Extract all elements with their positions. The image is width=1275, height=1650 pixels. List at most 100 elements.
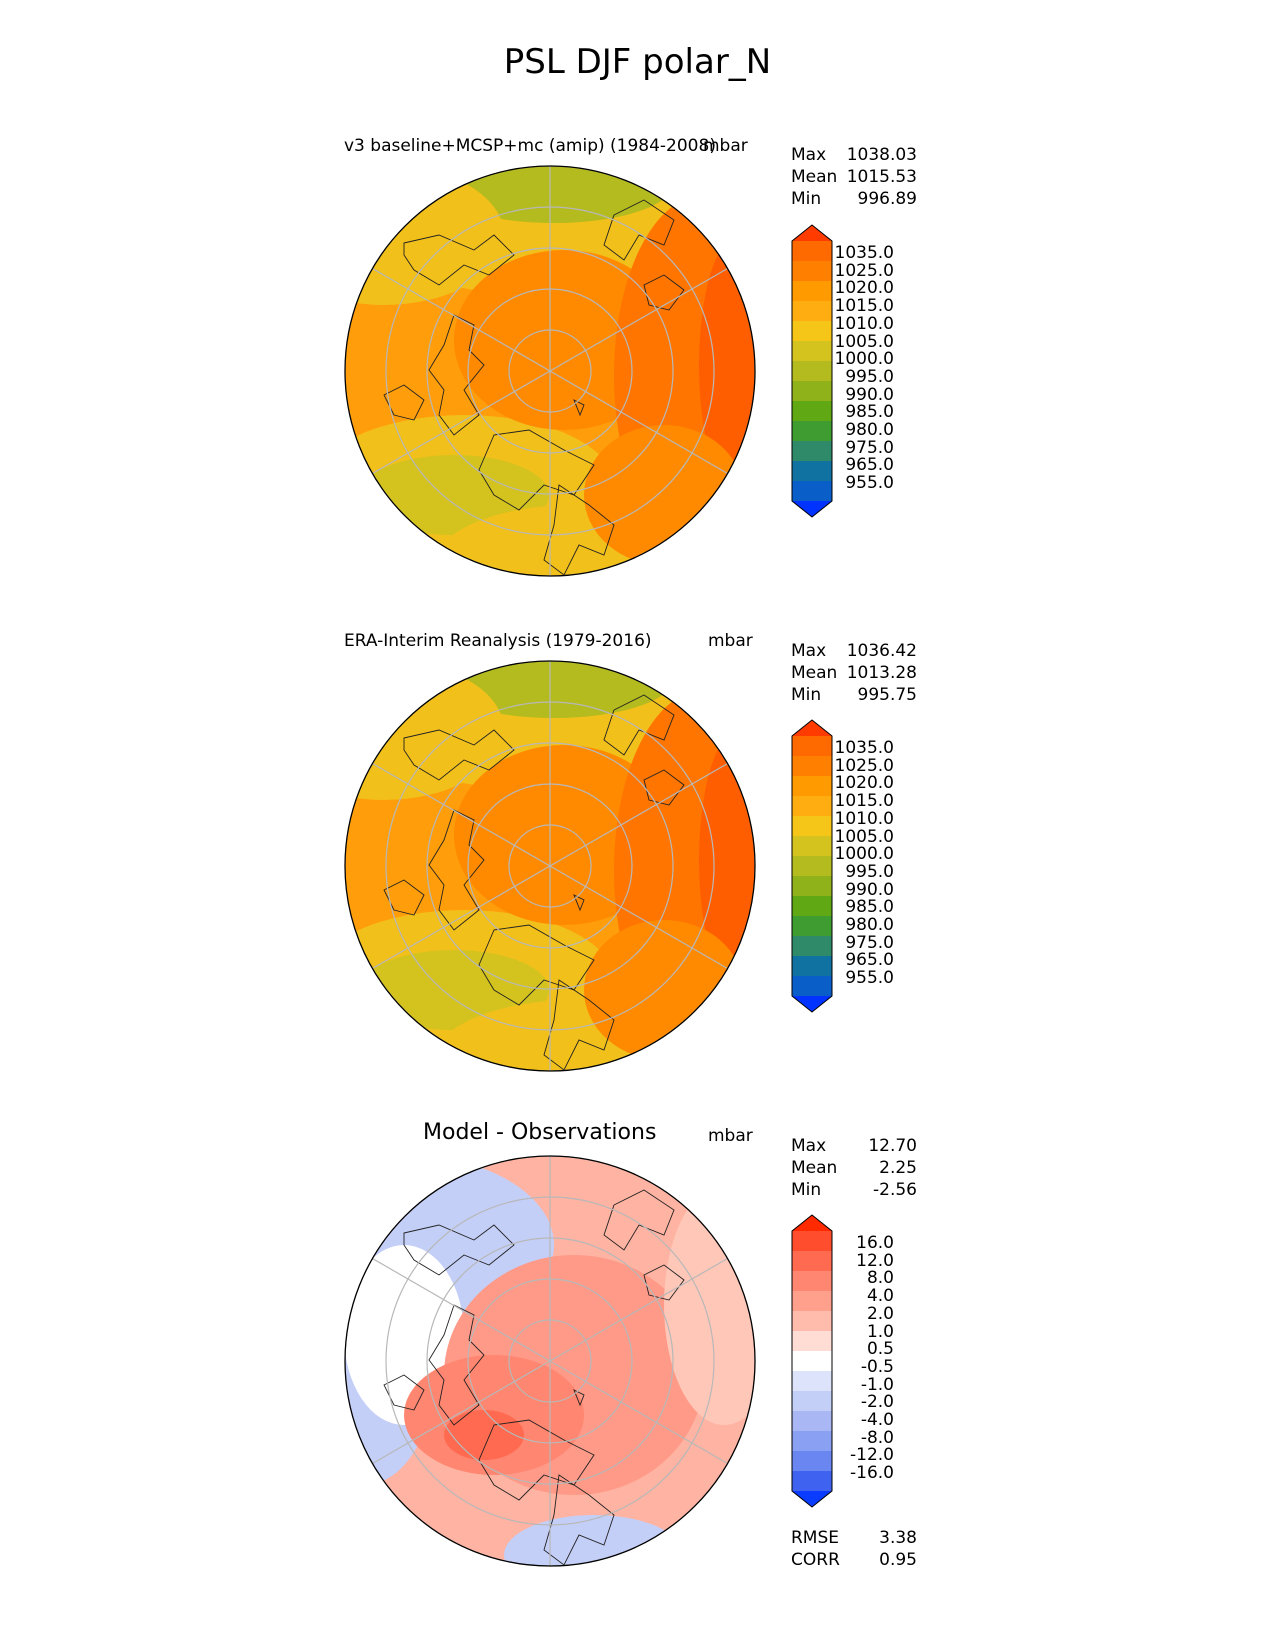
colorbar-band (792, 836, 832, 857)
coastline (383, 384, 425, 421)
coastline (403, 1224, 515, 1276)
colorbar-band (792, 916, 832, 937)
coastline (603, 694, 675, 756)
colorbar-tick-label: -12.0 (850, 1445, 894, 1466)
meridian-line (372, 762, 551, 867)
contour-region (664, 1185, 755, 1425)
coastline (603, 1189, 675, 1251)
panel-2-colorbar-labels: 1035.0 1025.0 1020.0 1015.0 1010.0 1005.0 1000… (820, 739, 894, 989)
colorbar-tick-label: 980.0 (845, 420, 894, 441)
panel-3-footer-stats: RMSE 3.38 CORR 0.95 (791, 1527, 917, 1571)
contour-region (434, 661, 674, 718)
coastline (643, 1264, 685, 1301)
meridian-line (372, 370, 551, 475)
colorbar-band (792, 736, 832, 757)
coastline (543, 484, 615, 576)
stat-min-value: 996.89 (857, 189, 917, 209)
colorbar-band (792, 796, 832, 817)
colorbar-tick-label: -1.0 (860, 1374, 894, 1395)
colorbar-extend-top (792, 720, 832, 736)
colorbar-band (792, 421, 832, 442)
panel-1-colorbar-labels: 1035.0 1025.0 1020.0 1015.0 1010.0 1005.0 1000… (820, 243, 894, 493)
panel-1-colorbar (791, 224, 833, 518)
colorbar-tick-label: 955.0 (845, 968, 894, 989)
stat-mean-value: 1013.28 (846, 663, 917, 683)
stat-mean-value: 2.25 (879, 1158, 917, 1178)
coastline (428, 809, 485, 931)
contour-region (699, 730, 755, 990)
stat-min-label: Min (791, 1180, 822, 1200)
colorbar-extend-bottom (792, 501, 832, 517)
colorbar-band (792, 1391, 832, 1412)
colorbar-tick-label: 16.0 (856, 1233, 894, 1253)
coastline (573, 894, 585, 912)
panel-2-colorbar (791, 719, 833, 1013)
colorbar-band (792, 1331, 832, 1352)
coastline (573, 1389, 585, 1407)
colorbar-band (792, 1351, 832, 1372)
colorbar-tick-label: 965.0 (845, 950, 894, 971)
panel-1-units: mbar (703, 136, 748, 156)
colorbar-band (792, 281, 832, 302)
coastline (543, 1474, 615, 1566)
colorbar-tick-label: 985.0 (845, 402, 894, 423)
colorbar-band (792, 1451, 832, 1472)
colorbar-tick-label: 1035.0 (834, 243, 894, 263)
coastline (428, 1304, 485, 1426)
map-boundary (344, 660, 756, 1072)
colorbar-tick-label: 1025.0 (834, 260, 894, 281)
coastline (478, 924, 595, 1006)
meridian-line (372, 865, 551, 970)
colorbar-tick-label: 965.0 (845, 455, 894, 476)
colorbar-band (792, 381, 832, 402)
colorbar-band (792, 856, 832, 877)
colorbar-extend-bottom (792, 996, 832, 1012)
colorbar-outline (791, 224, 833, 518)
meridian-line (549, 762, 728, 867)
colorbar-tick-label: 1000.0 (834, 349, 894, 370)
stat-max-value: 1036.42 (846, 641, 917, 661)
colorbar-tick-label: 1015.0 (834, 791, 894, 812)
colorbar-band (792, 1471, 832, 1492)
colorbar-band (792, 261, 832, 282)
colorbar-band (792, 441, 832, 462)
meridian-line (549, 370, 728, 475)
colorbar-tick-label: 0.5 (866, 1339, 894, 1360)
panel-3-polar-map (344, 1155, 756, 1567)
coastline (543, 979, 615, 1071)
contour-region (504, 1515, 684, 1566)
colorbar-band (792, 896, 832, 917)
stat-min-label: Min (791, 685, 822, 705)
colorbar-band (792, 321, 832, 342)
colorbar-tick-label: 1005.0 (834, 331, 894, 352)
colorbar-extend-top (792, 225, 832, 241)
stat-max-label: Max (791, 641, 827, 661)
colorbar-tick-label: 1010.0 (834, 313, 894, 334)
colorbar-tick-label: 1015.0 (834, 296, 894, 317)
panel-3-colorbar-labels: 16.0 12.0 8.0 4.0 2.0 1.0 0.5 -0.5 -1.0 -2.0 -4.0-… (820, 1233, 894, 1483)
map-boundary (344, 165, 756, 577)
colorbar-band (792, 361, 832, 382)
meridian-line (549, 267, 728, 372)
panel-1-polar-map (344, 165, 756, 577)
colorbar-tick-label: 4.0 (866, 1286, 894, 1307)
rmse-label: RMSE (791, 1528, 840, 1548)
colorbar-extend-top (792, 1215, 832, 1231)
figure-title: PSL DJF polar_N (503, 42, 772, 82)
colorbar-tick-label: -2.0 (860, 1392, 894, 1413)
stat-min-label: Min (791, 189, 822, 209)
colorbar-band (792, 1371, 832, 1392)
meridian-line (372, 267, 551, 372)
colorbar-tick-label: -4.0 (860, 1410, 894, 1431)
stat-mean-value: 1015.53 (846, 167, 917, 187)
panel-3-stats: Max 12.70 Mean 2.25 Min -2.56 (791, 1135, 917, 1201)
colorbar-tick-label: 1020.0 (834, 773, 894, 794)
panel-2-stats: Max 1036.42 Mean 1013.28 Min 995.75 (791, 640, 917, 706)
rmse-value: 3.38 (879, 1528, 917, 1548)
colorbar-tick-label: 995.0 (845, 366, 894, 387)
meridian-line (372, 1360, 551, 1465)
panel-3-colorbar (791, 1214, 833, 1508)
panel-3-title: Model - Observations (423, 1120, 657, 1145)
coastline (383, 1374, 425, 1411)
coastline (603, 199, 675, 261)
